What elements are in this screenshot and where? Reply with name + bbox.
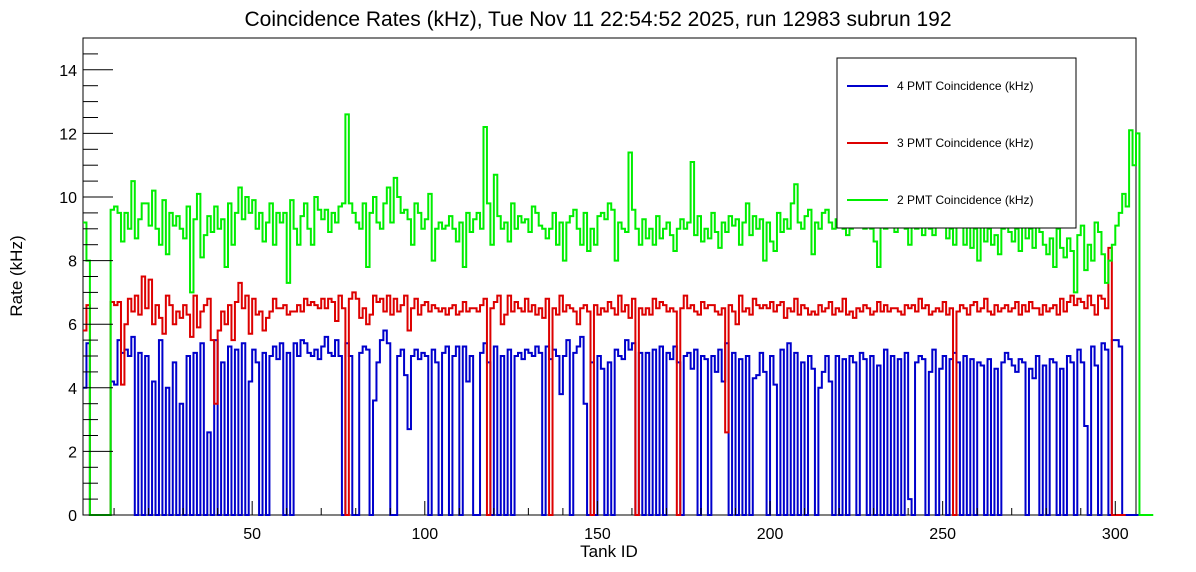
series-line-3: [83, 113, 1154, 516]
x-tick-label-5: 300: [1102, 526, 1129, 543]
legend-label-1: 4 PMT Coincidence (kHz): [897, 79, 1034, 93]
legend-label-2: 3 PMT Coincidence (kHz): [897, 136, 1034, 150]
x-tick-label-1: 100: [411, 526, 438, 543]
series-line-1: [83, 329, 1140, 516]
x-axis-label: Tank ID: [580, 542, 638, 561]
y-tick-label-4: 8: [68, 254, 77, 271]
y-tick-label-6: 12: [59, 126, 77, 143]
y-tick-label-2: 4: [68, 381, 77, 398]
x-tick-label-0: 50: [243, 526, 261, 543]
chart-title: Coincidence Rates (kHz), Tue Nov 11 22:5…: [244, 8, 951, 31]
legend-label-3: 2 PMT Coincidence (kHz): [897, 193, 1034, 207]
legend: 4 PMT Coincidence (kHz) 3 PMT Coincidence…: [836, 57, 1077, 229]
x-tick-label-2: 150: [584, 526, 611, 543]
x-tick-label-3: 200: [757, 526, 784, 543]
y-tick-label-5: 10: [59, 190, 77, 207]
y-tick-label-7: 14: [59, 63, 77, 80]
y-tick-label-0: 0: [68, 508, 77, 525]
y-tick-label-1: 2: [68, 444, 77, 461]
axes-layer: 0 2 4 6 8 10 12 14 50 100 150 200 250 300: [59, 53, 1129, 543]
x-tick-label-4: 250: [929, 526, 956, 543]
series-line-2: [83, 246, 1126, 516]
y-axis-label: Rate (kHz): [7, 235, 26, 316]
series-layer: [83, 113, 1154, 516]
y-tick-label-3: 6: [68, 317, 77, 334]
